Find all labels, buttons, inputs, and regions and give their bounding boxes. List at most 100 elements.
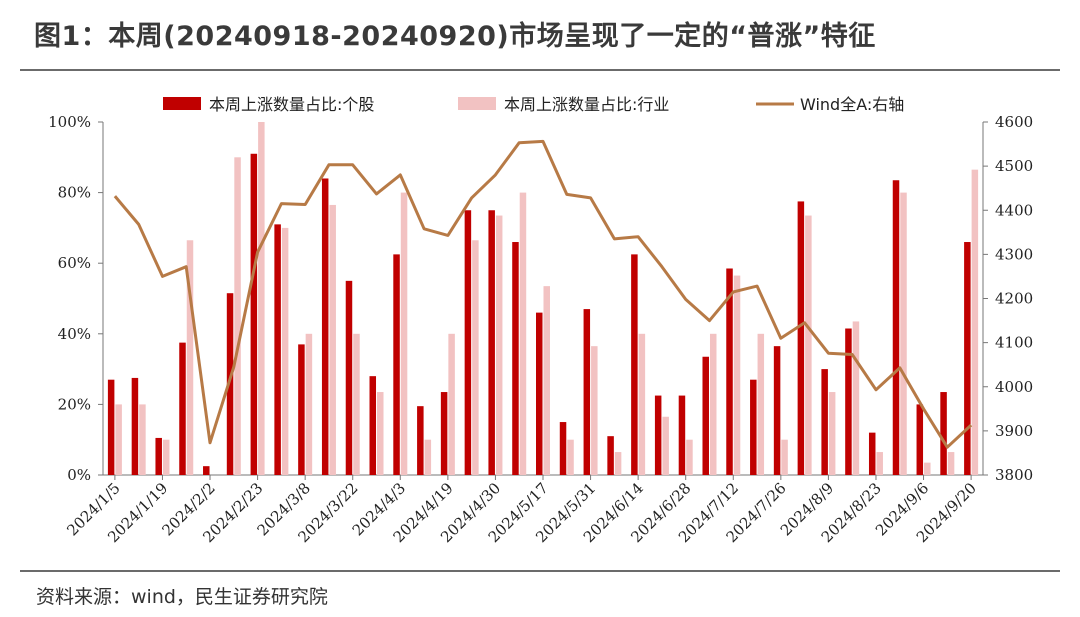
bar-industries: [495, 215, 503, 476]
right-tick-label: 4100: [995, 334, 1033, 352]
right-tick-label: 4600: [995, 113, 1033, 131]
bar-stocks: [678, 395, 686, 475]
chart-title: 图1：本周(20240918-20240920)市场呈现了一定的“普涨”特征: [34, 21, 876, 52]
bar-industries: [876, 452, 883, 475]
bar-stocks: [583, 309, 591, 475]
bottom-rule: [20, 570, 1060, 572]
bar-stocks: [179, 342, 186, 475]
bar-stocks: [345, 280, 353, 475]
legend-swatch-stocks: [163, 97, 201, 110]
left-tick-label: 20%: [58, 395, 91, 413]
bar-industries: [781, 439, 788, 475]
left-tick-label: 100%: [48, 113, 91, 131]
bar-industries: [852, 321, 860, 475]
bar-industries: [947, 452, 955, 475]
right-tick-label: 3900: [995, 422, 1033, 440]
top-rule: [20, 69, 1060, 71]
bar-industries: [662, 416, 669, 475]
bar-industries: [258, 122, 265, 475]
bar-stocks: [892, 180, 900, 475]
left-tick-label: 60%: [58, 254, 91, 272]
bar-stocks: [964, 242, 971, 475]
bar-industries: [377, 392, 384, 475]
bar-industries: [472, 240, 479, 475]
combo-chart: 本周上涨数量占比:个股 本周上涨数量占比:行业 Wind全A:右轴 0% 20% 40%…: [48, 95, 1033, 546]
source-note: 资料来源：wind，民生证券研究院: [36, 586, 328, 608]
wind-line: [113, 139, 973, 449]
bar-stocks: [631, 254, 638, 475]
legend-label-stocks: 本周上涨数量占比:个股: [209, 95, 374, 114]
right-tick-label: 4300: [995, 245, 1033, 263]
bar-stocks: [940, 392, 947, 475]
bar-stocks: [607, 436, 614, 475]
bar-industries: [186, 240, 194, 475]
bar-industries: [757, 333, 765, 475]
bar-stocks: [417, 406, 424, 475]
legend: 本周上涨数量占比:个股 本周上涨数量占比:行业 Wind全A:右轴: [163, 95, 904, 114]
bar-industries: [591, 346, 598, 475]
bar-stocks: [821, 369, 828, 475]
bar-stocks: [107, 379, 115, 475]
bar-industries: [329, 204, 336, 475]
bar-stocks: [155, 437, 162, 475]
bar-industries: [543, 286, 550, 475]
bar-industries: [971, 169, 979, 475]
bar-stocks: [274, 224, 281, 475]
left-tick-label: 40%: [58, 325, 91, 343]
bar-industries: [519, 192, 527, 475]
bar-stocks: [321, 178, 329, 476]
bar-stocks: [512, 242, 519, 475]
bar-stocks: [393, 254, 400, 475]
bar-industries: [305, 333, 313, 475]
bar-stocks: [726, 268, 733, 475]
bar-stocks: [440, 392, 448, 475]
right-tick-label: 3800: [995, 466, 1033, 484]
bar-industries: [686, 439, 693, 475]
bar-stocks: [488, 210, 495, 475]
bar-stocks: [131, 377, 139, 475]
bar-industries: [448, 333, 455, 475]
left-tick-label: 80%: [58, 184, 91, 202]
bar-stocks: [773, 346, 781, 475]
wind-all-a-line: [113, 139, 973, 449]
bar-stocks: [298, 344, 305, 475]
bar-industries: [900, 192, 907, 475]
bar-industries: [828, 392, 836, 475]
bar-industries: [709, 333, 717, 475]
bar-stocks: [702, 356, 709, 475]
right-tick-label: 4400: [995, 201, 1033, 219]
bar-stocks: [845, 328, 852, 475]
bar-industries: [424, 439, 432, 475]
bar-industries: [281, 227, 289, 475]
bar-stocks: [250, 153, 258, 475]
bar-stocks: [916, 404, 924, 475]
bar-industries: [638, 333, 646, 475]
right-tick-label: 4200: [995, 290, 1033, 308]
axes: [98, 121, 988, 480]
bar-stocks: [797, 201, 805, 476]
bar-industries: [567, 439, 574, 475]
legend-label-wind: Wind全A:右轴: [800, 95, 904, 114]
bar-stocks: [654, 395, 662, 475]
bar-industries: [353, 333, 360, 475]
right-tick-label: 4000: [995, 378, 1033, 396]
bar-stocks: [536, 312, 543, 475]
bar-industries: [139, 404, 146, 475]
bar-industries: [733, 275, 741, 475]
right-tick-label: 4500: [995, 157, 1033, 175]
bar-stocks: [369, 376, 377, 475]
bars: [107, 122, 979, 476]
left-tick-label: 0%: [67, 466, 91, 484]
bar-stocks: [750, 379, 757, 475]
bar-stocks: [464, 210, 472, 475]
bar-industries: [805, 215, 812, 476]
bar-stocks: [226, 293, 234, 475]
bar-industries: [924, 462, 931, 475]
legend-swatch-industries: [458, 97, 496, 110]
bar-stocks: [559, 422, 567, 475]
bar-stocks: [868, 432, 876, 475]
bar-stocks: [203, 466, 210, 475]
bar-industries: [234, 157, 241, 476]
bar-industries: [400, 192, 408, 475]
bar-industries: [115, 404, 122, 475]
